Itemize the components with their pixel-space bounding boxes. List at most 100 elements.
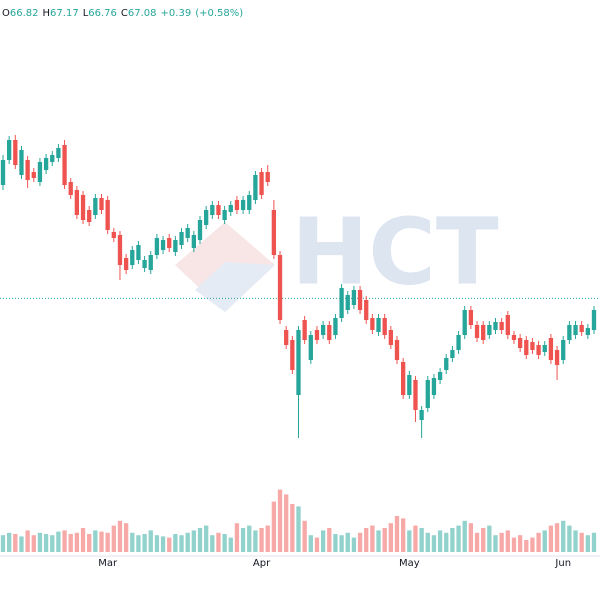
volume-bar (154, 535, 160, 552)
candle-body (240, 200, 246, 210)
candle-body (413, 380, 418, 410)
volume-bar (437, 530, 443, 552)
candle-body (364, 300, 369, 320)
candle-body (499, 322, 504, 330)
volume-bar (253, 530, 258, 552)
volume-bar (296, 506, 301, 552)
volume-bar (419, 528, 424, 552)
candle-body (154, 238, 160, 255)
volume-bar (265, 525, 270, 552)
volume-bar (444, 532, 449, 552)
legend-key: C (121, 8, 128, 19)
x-tick-label: Mar (98, 558, 118, 569)
volume-bar (130, 532, 135, 552)
volume-bar (160, 536, 166, 552)
volume-bar (37, 532, 43, 552)
x-tick-label: Apr (253, 558, 271, 569)
volume-bar (123, 523, 129, 552)
candle-body (277, 255, 283, 320)
candle-body (43, 158, 49, 170)
candle-body (13, 140, 18, 165)
candle-body (160, 240, 166, 250)
volume-bar (517, 535, 523, 552)
volume-bar (333, 534, 338, 552)
volume-bar (339, 535, 344, 552)
candle-body (554, 350, 560, 365)
candle-body (542, 345, 547, 352)
candle-body (351, 290, 357, 305)
candle-body (62, 145, 67, 185)
volume-bar (462, 520, 467, 552)
volume-bar (450, 528, 455, 552)
volume-bar (148, 530, 153, 552)
candle-body (0, 160, 6, 185)
candle-body (191, 235, 196, 248)
candle-body (339, 288, 344, 318)
candle-body (117, 235, 123, 265)
candle-body (302, 320, 307, 340)
volume-bar (93, 530, 98, 552)
candle-body (142, 260, 147, 268)
candle-body (573, 325, 578, 335)
volume-bar (259, 528, 264, 552)
volume-bar (456, 525, 461, 552)
volume-bar (499, 532, 504, 552)
volume-bar (536, 532, 541, 552)
volume-bar (376, 530, 381, 552)
volume-bar (401, 518, 406, 552)
volume-bar (425, 532, 430, 552)
volume-bar (277, 489, 283, 552)
legend-key: O (2, 8, 10, 19)
candle-body (536, 345, 541, 355)
volume-bar (431, 535, 437, 552)
candle-body (548, 338, 554, 360)
volume-bar (80, 528, 86, 552)
volume-bar (197, 528, 203, 552)
watermark: HCT (291, 198, 499, 305)
legend-key: L (83, 8, 89, 19)
candle-body (425, 380, 430, 408)
candle-body (247, 195, 252, 210)
volume-bar (345, 532, 350, 552)
candle-body (197, 220, 203, 240)
volume-bar (302, 520, 307, 552)
candle-body (450, 350, 455, 358)
volume-bar (468, 523, 474, 552)
candle-body (296, 330, 301, 395)
watermark-logo (175, 222, 275, 312)
candle-body (567, 325, 572, 340)
volume-bar (216, 532, 221, 552)
candle-body (511, 335, 517, 340)
volume-bar (370, 525, 375, 552)
volume-bar (247, 525, 252, 552)
volume-bar (204, 525, 209, 552)
volume-bar (388, 523, 393, 552)
volume-bar (530, 537, 535, 552)
candle-body (50, 155, 55, 162)
candle-body (271, 210, 277, 255)
volume-bar (234, 523, 240, 552)
candle-body (579, 325, 584, 332)
candle-body (308, 335, 313, 360)
candle-body (68, 182, 73, 195)
volume-bar (407, 530, 412, 552)
volume-bar (481, 528, 486, 552)
volume-bar (56, 531, 61, 552)
volume-bar (364, 528, 369, 552)
volume-bar (327, 528, 332, 552)
volume-bar (31, 535, 36, 552)
candle-body (31, 172, 36, 178)
volume-bar (284, 494, 289, 552)
candle-body (468, 310, 474, 325)
candle-body (99, 198, 104, 210)
volume-bar (68, 534, 73, 552)
candle-body (493, 322, 498, 330)
volume-bar (25, 530, 30, 552)
candle-body (401, 362, 406, 395)
candle-body (290, 340, 295, 370)
candle-body (148, 255, 153, 270)
candle-body (7, 140, 12, 160)
volume-bar (511, 537, 517, 552)
